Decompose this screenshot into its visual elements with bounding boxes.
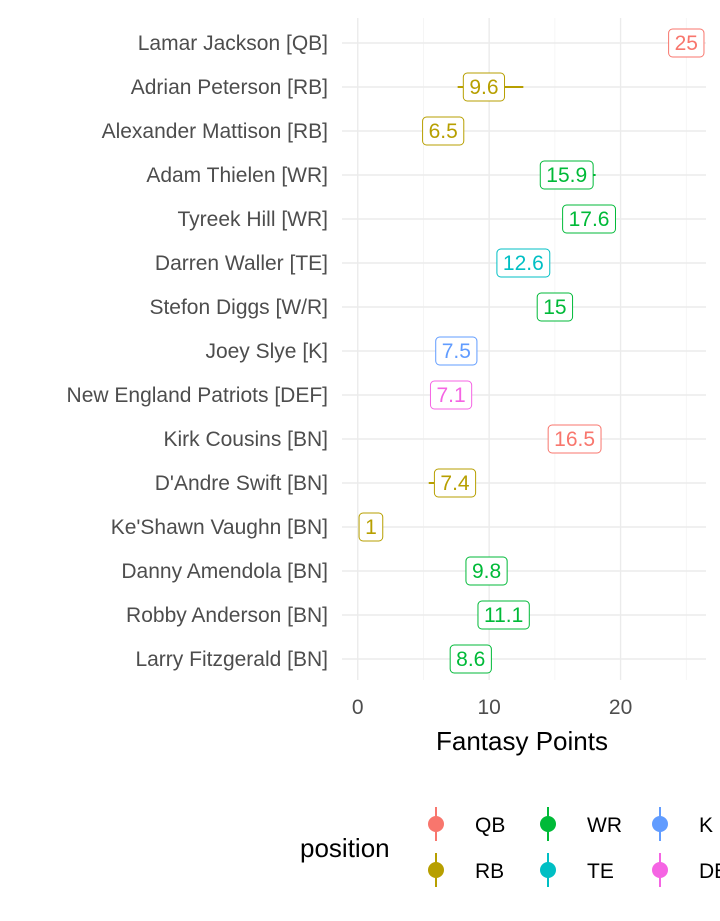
- legend-label: K: [699, 814, 713, 837]
- data-label-box: [562, 204, 616, 234]
- x-tick-label: 0: [352, 696, 364, 719]
- data-point: 15: [536, 292, 574, 322]
- data-label-box: [496, 248, 551, 278]
- y-tick-label: Ke'Shawn Vaughn [BN]: [111, 516, 328, 539]
- legend-item: WR: [540, 807, 622, 841]
- legend-item: K: [652, 807, 713, 841]
- y-tick-label: New England Patriots [DEF]: [67, 384, 328, 407]
- data-point: 11.1: [477, 600, 530, 630]
- data-point: 17.6: [562, 204, 616, 234]
- legend-label: WR: [587, 814, 622, 837]
- legend-key-dot: [428, 816, 444, 832]
- data-point: 25: [668, 28, 705, 58]
- data-point: 7.4: [428, 468, 477, 498]
- y-tick-label: Danny Amendola [BN]: [121, 560, 328, 583]
- legend-title: position: [300, 833, 390, 863]
- data-label-box: [465, 556, 508, 586]
- y-axis-labels: Lamar Jackson [QB] Adrian Peterson [RB] Al…: [67, 32, 328, 671]
- data-label-box: [358, 512, 384, 542]
- data-point: 16.5: [547, 424, 602, 454]
- data-label: 6.5: [429, 120, 458, 143]
- y-tick-label: Joey Slye [K]: [205, 340, 328, 363]
- data-label-box: [668, 28, 705, 58]
- data-point: 1: [358, 512, 384, 542]
- x-axis-title: Fantasy Points: [436, 726, 608, 756]
- data-label-box: [449, 644, 492, 674]
- data-label: 7.4: [440, 472, 470, 495]
- data-label-box: [433, 468, 477, 498]
- y-tick-label: Alexander Mattison [RB]: [102, 120, 328, 143]
- legend-key-dot: [652, 816, 668, 832]
- grid-lines: [342, 18, 706, 680]
- data-point: 12.6: [496, 248, 551, 278]
- y-tick-label: Lamar Jackson [QB]: [138, 32, 328, 55]
- y-tick-label: Robby Anderson [BN]: [126, 604, 328, 627]
- data-label: 16.5: [554, 428, 595, 451]
- legend-item: QB: [428, 807, 505, 841]
- data-point: 9.6: [457, 72, 524, 102]
- y-tick-label: Larry Fitzgerald [BN]: [135, 648, 328, 671]
- legend: position QB RB WR TE K DEF: [300, 807, 720, 887]
- data-label-box: [435, 336, 478, 366]
- y-tick-label: Darren Waller [TE]: [155, 252, 328, 275]
- data-label-box: [536, 292, 574, 322]
- legend-key-dot: [540, 816, 556, 832]
- legend-item: DEF: [652, 853, 720, 887]
- x-axis-ticks: 0 10 20: [352, 696, 632, 719]
- data-label: 15: [543, 296, 566, 319]
- x-tick-label: 20: [609, 696, 632, 719]
- data-label-box: [477, 600, 530, 630]
- data-label: 9.8: [472, 560, 501, 583]
- data-label: 1: [365, 516, 377, 539]
- data-point: 8.6: [449, 644, 492, 674]
- data-label: 25: [675, 32, 698, 55]
- data-point: 6.5: [422, 116, 465, 146]
- data-label-box: [539, 160, 594, 190]
- y-tick-label: Kirk Cousins [BN]: [163, 428, 328, 451]
- y-tick-label: Adrian Peterson [RB]: [131, 76, 328, 99]
- data-label: 11.1: [484, 604, 523, 627]
- y-tick-label: Stefon Diggs [W/R]: [149, 296, 328, 319]
- legend-item: RB: [428, 853, 504, 887]
- data-label: 9.6: [469, 76, 498, 99]
- data-label: 12.6: [503, 252, 544, 275]
- data-label: 7.5: [442, 340, 471, 363]
- data-label: 17.6: [569, 208, 610, 231]
- data-point: 7.1: [429, 380, 473, 410]
- legend-label: TE: [587, 860, 614, 883]
- data-label-box: [429, 380, 473, 410]
- data-label-box: [547, 424, 602, 454]
- legend-item: TE: [540, 853, 614, 887]
- data-point: 15.9: [539, 160, 596, 190]
- x-tick-label: 10: [477, 696, 500, 719]
- data-label-box: [462, 72, 506, 102]
- legend-key-dot: [540, 862, 556, 878]
- legend-label: RB: [475, 860, 504, 883]
- legend-key-dot: [652, 862, 668, 878]
- data-point: 7.5: [435, 336, 478, 366]
- legend-label: DEF: [699, 860, 720, 883]
- y-tick-label: D'Andre Swift [BN]: [155, 472, 328, 495]
- data-label: 7.1: [436, 384, 465, 407]
- legend-key-dot: [428, 862, 444, 878]
- data-label-box: [422, 116, 465, 146]
- data-marks: 25 9.6 6.5 15.9 17.6 12.6 15 7.5 7.1 16.5 7.4 1 9.8 1…: [358, 28, 705, 674]
- data-label: 15.9: [546, 164, 587, 187]
- legend-items: QB RB WR TE K DEF: [428, 807, 720, 887]
- data-label: 8.6: [456, 648, 485, 671]
- legend-label: QB: [475, 814, 505, 837]
- y-tick-label: Tyreek Hill [WR]: [177, 208, 328, 231]
- data-point: 9.8: [465, 556, 508, 586]
- y-tick-label: Adam Thielen [WR]: [146, 164, 328, 187]
